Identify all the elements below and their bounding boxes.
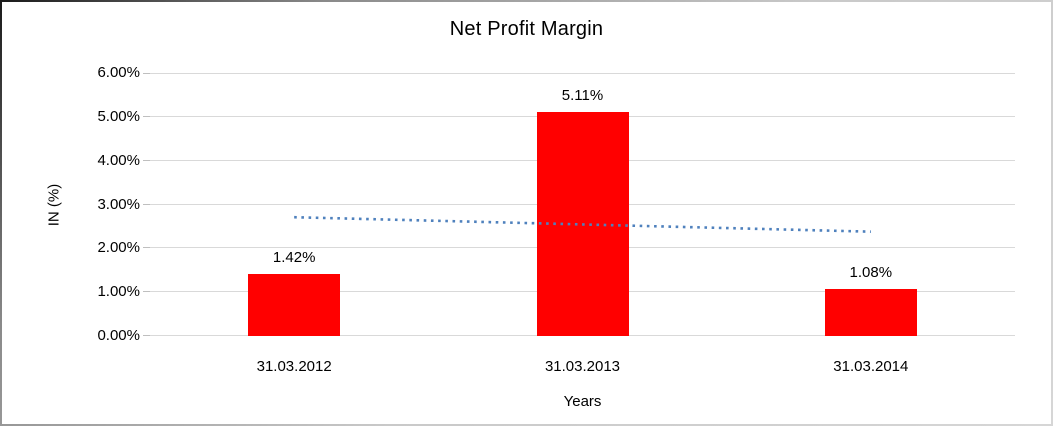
y-axis-tick (143, 291, 150, 293)
x-axis-title: Years (563, 393, 602, 410)
bar-31.03.2012 (248, 273, 341, 336)
x-axis-tick-label: 31.03.2012 (256, 358, 332, 375)
y-axis-tick-label: 5.00% (97, 107, 140, 125)
y-axis-tick-label: 3.00% (97, 195, 140, 213)
y-axis-tick-label: 0.00% (97, 327, 140, 344)
chart-title: Net Profit Margin (449, 18, 604, 40)
bar-31.03.2014 (824, 288, 917, 336)
data-label: 5.11% (561, 87, 604, 104)
data-label: 1.08% (849, 263, 893, 281)
x-axis-tick-label: 31.03.2014 (833, 358, 909, 375)
y-axis-tick (143, 247, 150, 249)
trendline-path (294, 215, 871, 233)
gridline (150, 73, 1015, 74)
y-axis-tick (143, 115, 150, 117)
y-axis-tick (143, 73, 150, 74)
data-label: 1.42% (272, 248, 316, 266)
y-axis-tick (143, 203, 150, 205)
y-axis-tick-label: 2.00% (97, 239, 140, 257)
y-axis-tick-label: 6.00% (97, 64, 140, 81)
y-axis-tick (143, 159, 150, 161)
y-axis-tick-label: 1.00% (97, 283, 140, 301)
y-axis-tick (143, 335, 150, 336)
y-axis-tick-label: 4.00% (97, 151, 140, 169)
plot-area: 1.42% 5.11% 1.08% (150, 73, 1015, 336)
trendline (294, 215, 871, 233)
x-axis-tick-label: 31.03.2013 (544, 358, 621, 375)
